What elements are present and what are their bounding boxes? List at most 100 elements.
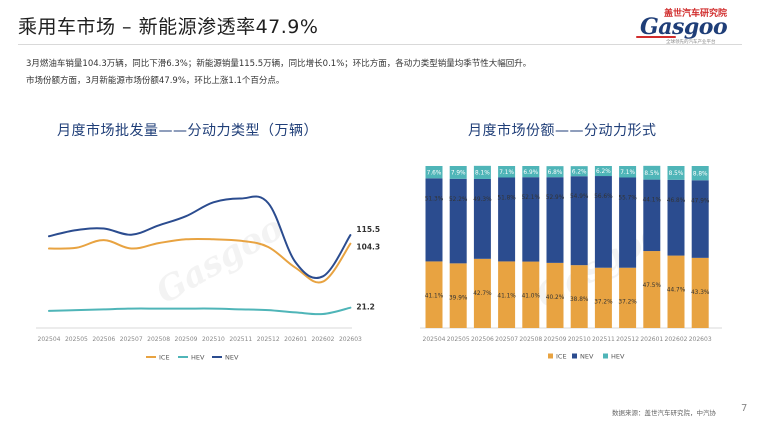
- legend-label-bar-hev: HEV: [611, 353, 625, 361]
- bar-value-label-hev: 8.5%: [644, 171, 659, 177]
- bar-value-label-ice: 44.7%: [667, 288, 686, 294]
- line-x-tick-label: 202509: [175, 336, 198, 343]
- bar-segment-hev: [619, 166, 637, 178]
- bar-x-tick-label: 202506: [471, 336, 494, 343]
- page-title: 乘用车市场 – 新能源渗透率47.9%: [18, 16, 319, 38]
- bar-x-tick-label: 202504: [423, 336, 446, 343]
- bar-segment-nev: [619, 177, 637, 268]
- gasgoo-logo: 盖世汽车研究院 Gasgoo 全球领先的汽车产业平台: [636, 6, 744, 46]
- bar-value-label-ice: 43.3%: [691, 290, 710, 296]
- bar-segment-nev: [667, 179, 685, 256]
- bar-value-label-hev: 7.6%: [427, 170, 442, 176]
- bar-segment-nev: [473, 178, 491, 259]
- bar-segment-hev: [667, 166, 685, 180]
- bar-segment-hev: [449, 166, 467, 179]
- bar-segment-ice: [570, 265, 588, 328]
- title-divider: [18, 44, 742, 45]
- logo-subtitle: 全球领先的汽车产业平台: [666, 40, 716, 45]
- bar-value-label-hev: 8.8%: [693, 171, 708, 177]
- line-x-tick-label: 202510: [202, 336, 225, 343]
- bar-segment-ice: [546, 262, 564, 328]
- end-value-label-nev: 115.5: [356, 225, 380, 234]
- bar-segment-hev: [594, 166, 612, 177]
- bar-value-label-ice: 41.0%: [522, 294, 541, 300]
- bar-value-label-nev: 54.9%: [570, 194, 589, 200]
- bar-value-label-hev: 6.9%: [523, 170, 538, 176]
- bar-x-tick-label: 202511: [592, 336, 615, 343]
- bar-x-tick-label: 202508: [519, 336, 542, 343]
- bar-value-label-ice: 37.2%: [618, 300, 637, 306]
- bar-x-tick-label: 202509: [544, 336, 567, 343]
- legend-swatch-bar-nev: [572, 353, 577, 359]
- data-source: 数据来源：盖世汽车研究院，中汽协: [612, 409, 716, 417]
- bar-segment-hev: [498, 166, 516, 178]
- bar-value-label-hev: 7.1%: [499, 170, 514, 176]
- bar-value-label-hev: 8.5%: [669, 171, 684, 177]
- bar-segment-nev: [570, 176, 588, 266]
- bar-value-label-ice: 47.5%: [643, 283, 662, 289]
- bar-value-label-hev: 7.1%: [620, 170, 635, 176]
- bar-value-label-ice: 40.2%: [546, 295, 565, 301]
- bar-segment-ice: [619, 267, 637, 328]
- bar-value-label-ice: 41.1%: [497, 293, 516, 299]
- bar-value-label-ice: 41.1%: [425, 293, 444, 299]
- bar-x-tick-label: 202505: [447, 336, 470, 343]
- description-line-1: 3月燃油车销量104.3万辆，同比下滑6.3%；新能源销量115.5万辆，同比增…: [26, 59, 532, 69]
- bar-value-label-nev: 52.2%: [449, 197, 468, 203]
- bar-value-label-nev: 52.1%: [522, 195, 541, 201]
- bar-segment-nev: [643, 179, 661, 252]
- bar-segment-hev: [473, 165, 491, 179]
- bar-segment-nev: [594, 176, 612, 268]
- bar-value-label-nev: 56.6%: [594, 194, 613, 200]
- bar-segment-ice: [449, 263, 467, 328]
- bar-value-label-nev: 47.9%: [691, 198, 710, 204]
- bar-segment-ice: [498, 261, 516, 328]
- legend-swatch-bar-ice: [548, 353, 553, 359]
- bar-value-label-hev: 6.8%: [548, 170, 563, 176]
- bar-segment-nev: [498, 177, 516, 262]
- line-x-tick-label: 202508: [147, 336, 170, 343]
- legend-swatch-bar-hev: [603, 353, 608, 359]
- line-x-tick-label: 202511: [229, 336, 252, 343]
- line-x-tick-label: 202507: [120, 336, 143, 343]
- bar-segment-ice: [643, 251, 661, 328]
- line-x-tick-label: 202512: [257, 336, 280, 343]
- line-x-tick-label: 202603: [339, 336, 362, 343]
- legend-label-nev: NEV: [225, 354, 239, 362]
- bar-x-tick-label: 202603: [689, 336, 712, 343]
- bar-segment-hev: [570, 166, 588, 177]
- bar-segment-ice: [594, 267, 612, 328]
- bar-x-tick-label: 202510: [568, 336, 591, 343]
- bar-x-tick-label: 202507: [495, 336, 518, 343]
- bar-value-label-nev: 51.8%: [497, 196, 516, 202]
- bar-value-label-hev: 8.1%: [475, 171, 490, 177]
- bar-segment-ice: [691, 257, 709, 328]
- bar-x-tick-label: 202601: [640, 336, 663, 343]
- bar-value-label-ice: 38.8%: [570, 297, 589, 303]
- legend-label-hev: HEV: [191, 354, 205, 362]
- bar-segment-nev: [546, 177, 564, 263]
- description-line-2: 市场份额方面，3月新能源市场份额47.9%，环比上涨1.1个百分点。: [26, 76, 285, 86]
- bar-segment-hev: [425, 166, 443, 179]
- line-x-tick-label: 202506: [92, 336, 115, 343]
- bar-value-label-nev: 44.1%: [643, 198, 662, 204]
- series-line-ice: [48, 237, 352, 284]
- bar-segment-nev: [691, 180, 709, 258]
- logo-swoosh: [636, 36, 676, 38]
- line-x-tick-label: 202505: [65, 336, 88, 343]
- bar-segment-nev: [522, 177, 540, 262]
- bar-value-label-hev: 6.2%: [596, 169, 611, 175]
- line-x-tick-label: 202601: [284, 336, 307, 343]
- bar-value-label-nev: 49.3%: [473, 197, 492, 203]
- bar-segment-ice: [473, 258, 491, 328]
- end-value-label-hev: 21.2: [356, 303, 375, 312]
- bar-value-label-nev: 46.8%: [667, 198, 686, 204]
- line-x-tick-label: 202504: [38, 336, 61, 343]
- bar-chart-title: 月度市场份额——分动力形式: [468, 123, 657, 139]
- bar-value-label-nev: 52.9%: [546, 195, 565, 201]
- line-x-tick-label: 202602: [312, 336, 335, 343]
- bar-segment-hev: [522, 166, 540, 178]
- series-line-hev: [48, 306, 352, 316]
- end-value-label-ice: 104.3: [356, 243, 380, 252]
